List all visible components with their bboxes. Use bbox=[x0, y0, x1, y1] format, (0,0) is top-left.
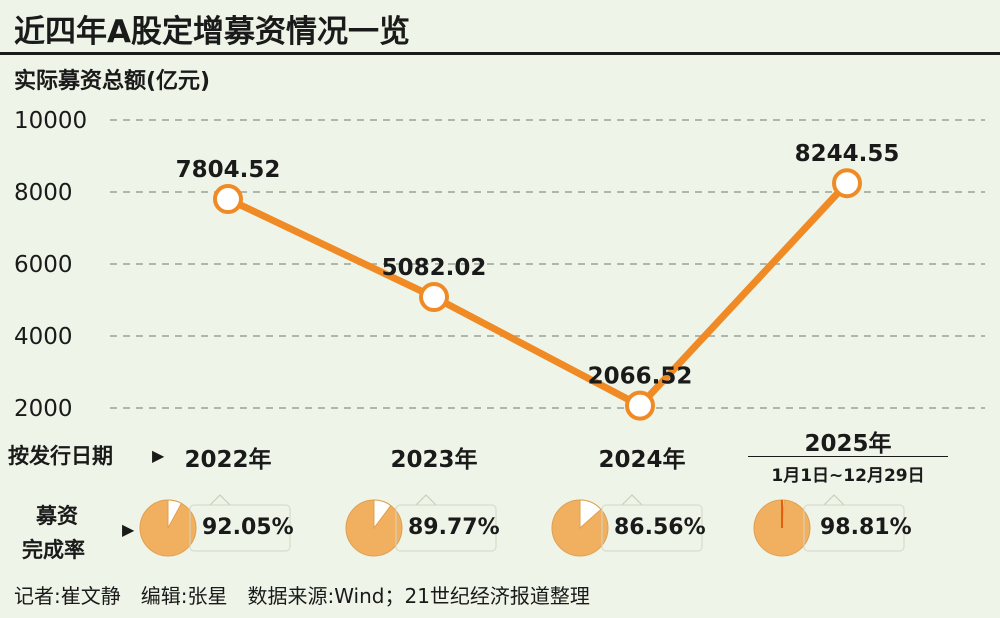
year-label-2023: 2023年 bbox=[390, 447, 478, 473]
data-label: 2066.52 bbox=[588, 364, 693, 390]
year-label-2022: 2022年 bbox=[184, 447, 272, 473]
completion-label-line1: 募资 bbox=[36, 504, 78, 528]
completion-pie-gap bbox=[373, 499, 392, 530]
data-label: 5082.02 bbox=[382, 255, 487, 281]
y-tick-label: 6000 bbox=[14, 252, 73, 278]
data-point bbox=[832, 168, 862, 199]
year-2025-date-range: 1月1日~12月29日 bbox=[771, 466, 925, 486]
completion-rate-2025: 98.81% bbox=[820, 515, 912, 540]
data-label: 8244.55 bbox=[795, 141, 900, 167]
year-label-2025: 2025年 bbox=[804, 431, 892, 457]
pie-callout-box bbox=[601, 504, 703, 552]
y-tick-label: 8000 bbox=[14, 180, 73, 206]
data-point bbox=[419, 282, 449, 313]
footer-credits: 记者:崔文静 编辑:张星 数据来源:Wind；21世纪经济报道整理 bbox=[14, 584, 590, 608]
completion-pie-gap bbox=[579, 499, 602, 530]
pie-callout-notch bbox=[823, 494, 845, 506]
y-tick-label: 2000 bbox=[14, 396, 73, 422]
data-point bbox=[625, 390, 655, 421]
pie-callout-box bbox=[189, 504, 291, 552]
y-axis-label: 实际募资总额(亿元) bbox=[14, 69, 211, 94]
x-row-label: 按发行日期 bbox=[8, 444, 113, 468]
pie-callout-box bbox=[803, 504, 905, 552]
year-label-2024: 2024年 bbox=[598, 447, 686, 473]
completion-rate-2024: 86.56% bbox=[614, 515, 706, 540]
data-point bbox=[213, 184, 243, 215]
pie-callout-box bbox=[395, 504, 497, 552]
pie-callout-notch bbox=[209, 494, 231, 506]
chart-title: 近四年A股定增募资情况一览 bbox=[14, 14, 410, 50]
year-sub-divider bbox=[748, 456, 948, 457]
pie-callout-notch bbox=[621, 494, 643, 506]
completion-label-line2: 完成率 bbox=[22, 538, 85, 562]
x-row-arrow-icon: ▶ bbox=[152, 446, 165, 465]
title-divider bbox=[0, 52, 1000, 55]
pie-callout-notch bbox=[415, 494, 437, 506]
completion-rate-2023: 89.77% bbox=[408, 515, 500, 540]
completion-arrow-icon: ▶ bbox=[122, 520, 135, 539]
series-line bbox=[224, 179, 851, 410]
data-label: 7804.52 bbox=[176, 157, 281, 183]
completion-rate-2022: 92.05% bbox=[202, 515, 294, 540]
y-tick-label: 4000 bbox=[14, 324, 73, 350]
y-tick-label: 10000 bbox=[14, 108, 87, 134]
completion-pie-gap bbox=[167, 499, 183, 529]
